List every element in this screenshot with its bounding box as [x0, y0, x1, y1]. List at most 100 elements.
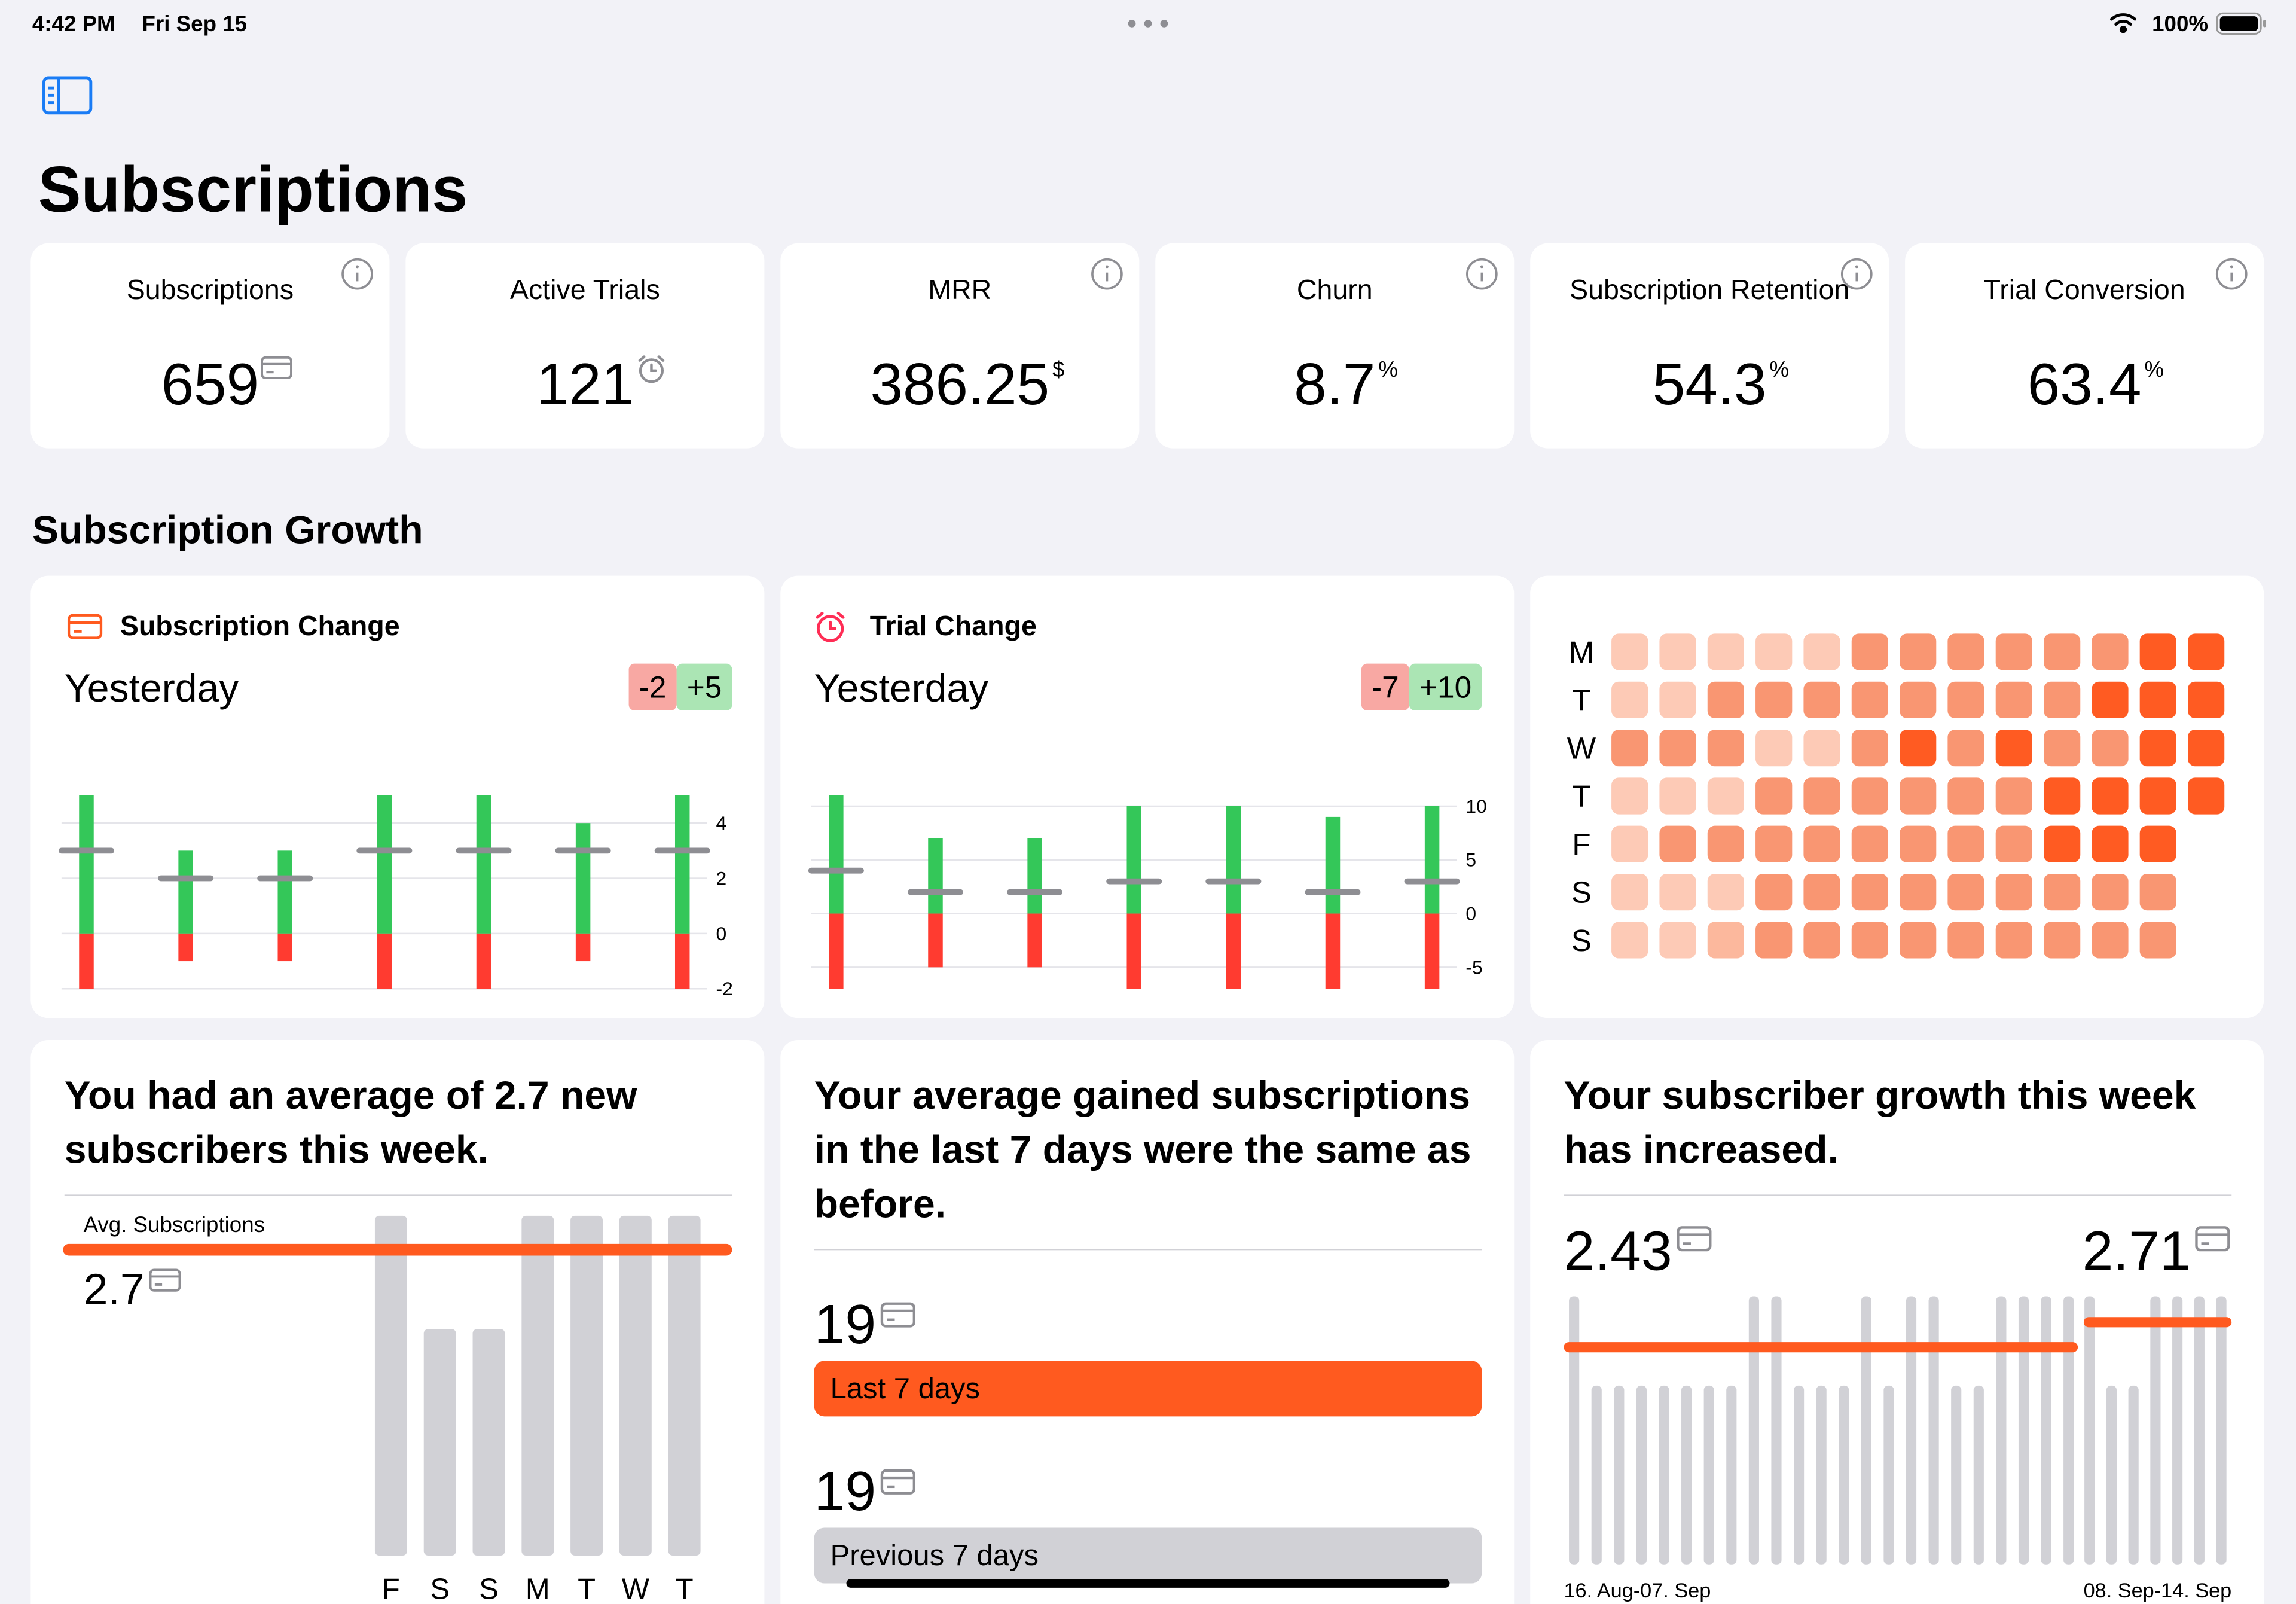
bar [1883, 1385, 1894, 1565]
card-icon [2195, 1226, 2230, 1252]
comparison-bar [814, 1527, 1482, 1584]
average-marker [555, 847, 611, 854]
info-button[interactable] [1091, 258, 1123, 290]
positive-bar [829, 795, 844, 914]
heatmap-cell [2139, 681, 2176, 718]
y-tick-label: 10 [1465, 795, 1486, 817]
wifi-icon [2109, 13, 2137, 33]
card-icon-body [880, 1302, 915, 1328]
positive-bar [277, 850, 292, 934]
negative-bar [377, 933, 392, 989]
heatmap-cell [2044, 681, 2081, 718]
heatmap-cell [2092, 922, 2129, 959]
status-date: Fri Sep 15 [142, 11, 248, 36]
change-title: Subscription Change [120, 610, 400, 641]
heatmap-cell [1900, 730, 1937, 767]
positive-bar [377, 795, 392, 934]
info-circle [1091, 258, 1123, 290]
x-tick-label: M [526, 1573, 550, 1604]
bar [1748, 1296, 1759, 1565]
bar [1839, 1385, 1849, 1565]
card-icon-body [261, 356, 292, 379]
heatmap-cell [2139, 922, 2176, 959]
bar [2172, 1296, 2183, 1565]
heatmap-row-label: W [1567, 731, 1596, 766]
badge-positive-text: +10 [1419, 670, 1471, 705]
heatmap-cell [2044, 777, 2081, 815]
negative-bar [829, 913, 844, 989]
bar [570, 1215, 603, 1556]
x-tick-label: W [622, 1573, 650, 1604]
metric-label: Subscriptions [126, 275, 294, 307]
comparison-bar-label: Last 7 days [831, 1373, 980, 1405]
card-icon [1677, 1226, 1712, 1252]
heatmap-cell [1755, 922, 1793, 959]
positive-bar [674, 795, 690, 934]
sidebar-toggle[interactable] [42, 76, 93, 115]
previous-period-label: 16. Aug-07. Sep [1564, 1579, 1711, 1602]
heatmap-cell [1611, 730, 1648, 767]
average-marker [158, 875, 214, 882]
metric-label-box: MRR [928, 276, 991, 306]
info-button[interactable] [2215, 258, 2248, 290]
heatmap-cell [1995, 922, 2032, 959]
heatmap-cell [2139, 825, 2176, 862]
y-tick-label: 5 [1465, 849, 1476, 871]
metric-card [780, 243, 1140, 449]
metric-card [1905, 243, 2264, 449]
card-icon-body [67, 614, 103, 639]
average-line [63, 1243, 732, 1256]
heatmap-row-label: S [1571, 875, 1592, 910]
multitask-dots[interactable] [1128, 20, 1168, 28]
alarm-icon [816, 612, 845, 642]
heatmap-cell [1659, 777, 1696, 815]
metric-value: 121 [536, 351, 634, 417]
bar [1973, 1385, 1984, 1565]
average-marker [456, 847, 512, 854]
heatmap-cell [2092, 825, 2129, 862]
metric-label-box: Active Trials [510, 276, 660, 306]
status-time: 4:42 PM [32, 11, 115, 36]
bar [521, 1215, 554, 1556]
average-marker [808, 867, 864, 874]
comparison-headline: Your average gained subscriptions in the… [814, 1074, 1471, 1226]
bar [668, 1215, 701, 1556]
info-button[interactable] [341, 258, 373, 290]
bar [1703, 1385, 1714, 1565]
heatmap-cell [2092, 730, 2129, 767]
x-tick-label: F [382, 1573, 400, 1604]
comparison-value: 19 [814, 1293, 877, 1355]
alarm-bells [816, 612, 845, 619]
metric-card [405, 243, 765, 449]
info-dot [1105, 265, 1109, 269]
bar [1794, 1385, 1805, 1565]
average-marker [1205, 878, 1262, 885]
heatmap-cell [1659, 681, 1696, 718]
bar [1861, 1296, 1871, 1565]
bar [1614, 1385, 1625, 1565]
heatmap-cell [1947, 633, 1984, 670]
heatmap-row-label: F [1572, 827, 1590, 861]
bar [2216, 1296, 2227, 1565]
heatmap-cell [1659, 633, 1696, 670]
card-icon-body [2195, 1226, 2230, 1252]
previous-average-value: 2.43 [1564, 1220, 1672, 1282]
heatmap-cell [2092, 681, 2129, 718]
heatmap-cell [1803, 730, 1840, 767]
card-icon [880, 1469, 915, 1495]
heatmap-cell [1803, 922, 1840, 959]
heatmap-cell [1611, 874, 1648, 911]
info-button[interactable] [1466, 258, 1498, 290]
bar [2106, 1385, 2117, 1565]
average-headline: You had an average of 2.7 new subscriber… [64, 1074, 637, 1172]
heatmap-cell [1755, 825, 1793, 862]
negative-bar [928, 913, 943, 968]
heatmap-cell [1611, 777, 1648, 815]
heatmap-cell [1611, 633, 1648, 670]
average-marker [1106, 878, 1162, 885]
info-circle [2215, 258, 2248, 290]
info-button[interactable] [1840, 258, 1873, 290]
positive-bar [178, 850, 193, 934]
heatmap-cell [2092, 633, 2129, 670]
positive-bar [575, 823, 591, 934]
